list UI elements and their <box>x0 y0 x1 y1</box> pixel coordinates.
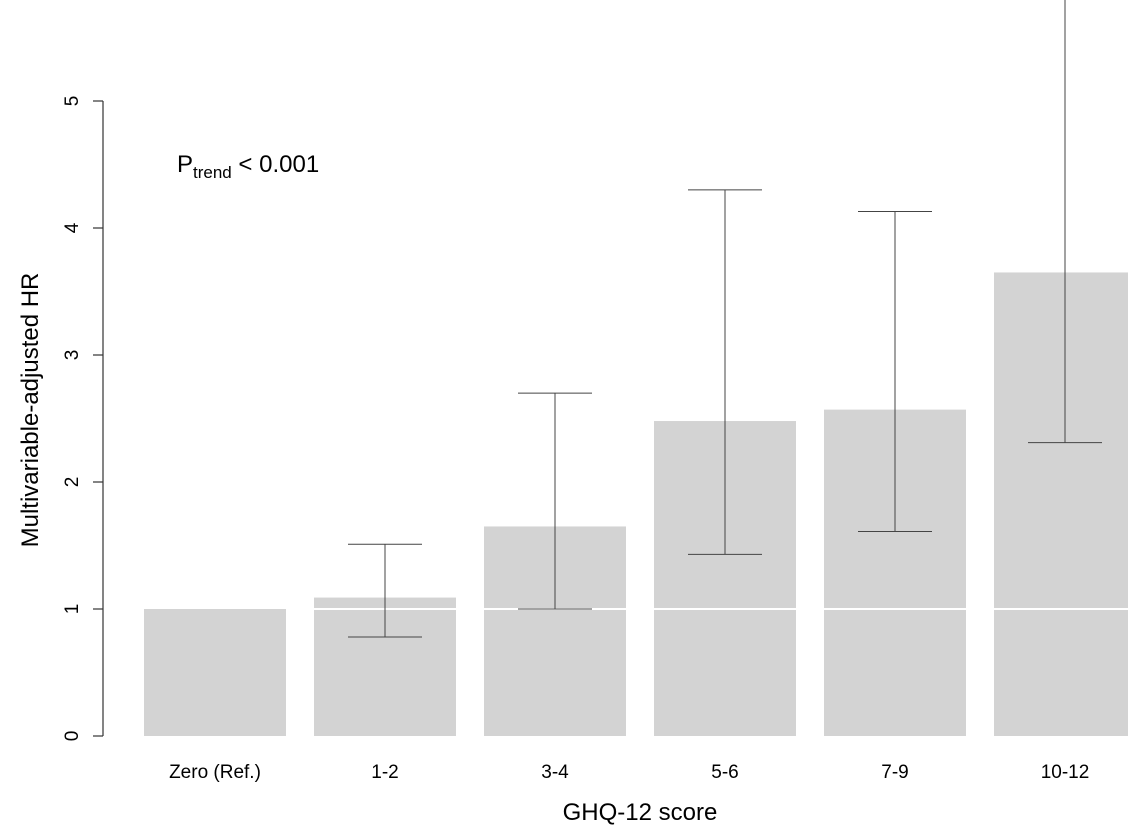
x-axis-categories: Zero (Ref.) 1-2 3-4 5-6 7-9 10-12 <box>169 762 1089 783</box>
error-bar <box>518 392 592 610</box>
error-bar <box>688 189 762 555</box>
error-bar <box>348 543 422 638</box>
x-axis-title: GHQ-12 score <box>563 799 718 826</box>
y-tick-label: 2 <box>62 477 83 488</box>
x-tick-label: 5-6 <box>711 762 738 783</box>
x-tick-label: 10-12 <box>1041 762 1090 783</box>
y-tick-label: 3 <box>62 350 83 361</box>
y-tick-label: 1 <box>62 604 83 615</box>
trend-annotation-rest: < 0.001 <box>232 151 319 178</box>
x-tick-label: Zero (Ref.) <box>169 762 261 783</box>
bar <box>144 609 286 736</box>
y-tick-label: 0 <box>62 731 83 742</box>
x-tick-label: 7-9 <box>881 762 908 783</box>
y-tick-label: 4 <box>62 222 83 233</box>
y-axis-title: Multivariable-adjusted HR <box>17 273 44 548</box>
error-bar <box>858 210 932 533</box>
bars-layer <box>144 272 1128 736</box>
error-bars-layer <box>348 0 1102 638</box>
y-tick-label: 5 <box>62 96 83 107</box>
y-axis: 0 1 2 3 4 5 <box>62 96 104 742</box>
bar <box>994 272 1128 736</box>
error-bar <box>1028 0 1102 444</box>
trend-annotation-subscript: trend <box>193 163 232 182</box>
trend-annotation-main: P <box>177 151 193 178</box>
trend-annotation: Ptrend < 0.001 <box>177 151 319 182</box>
x-tick-label: 1-2 <box>371 762 398 783</box>
x-tick-label: 3-4 <box>541 762 569 783</box>
